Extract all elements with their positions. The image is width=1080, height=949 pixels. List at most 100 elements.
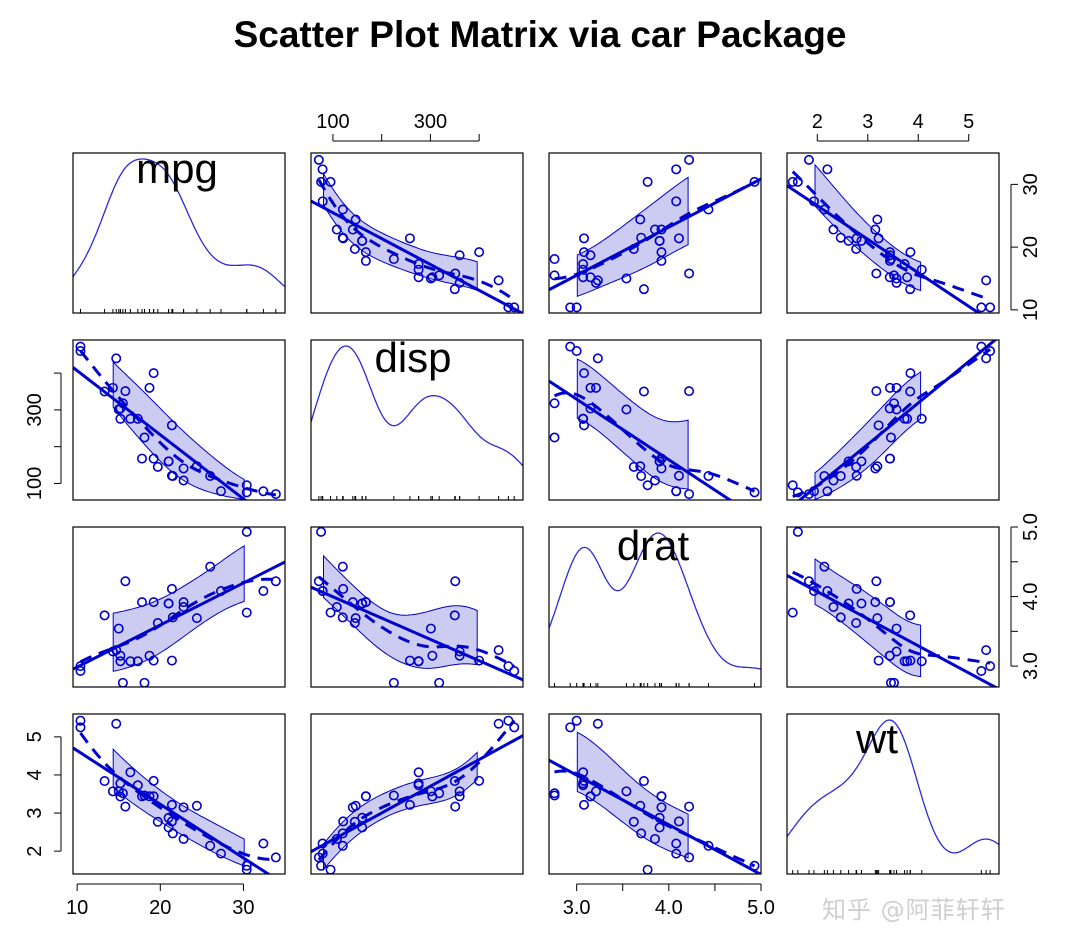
data-point xyxy=(113,786,124,797)
diagonal-label-disp: disp xyxy=(374,334,451,381)
data-point xyxy=(270,852,281,863)
data-point xyxy=(905,386,916,397)
data-point xyxy=(111,353,122,364)
panel-mpg-vs-drat xyxy=(549,154,761,313)
data-point xyxy=(144,382,155,393)
data-point xyxy=(621,404,632,415)
spread-band xyxy=(112,545,245,672)
data-point xyxy=(628,816,639,827)
data-point xyxy=(578,413,589,424)
data-point xyxy=(113,623,124,634)
data-point xyxy=(120,801,131,812)
data-point xyxy=(621,273,632,284)
data-point xyxy=(636,471,647,482)
mpg-tick-label: 20 xyxy=(1020,236,1042,258)
data-point xyxy=(338,583,349,594)
data-point xyxy=(205,561,216,572)
data-point xyxy=(656,463,667,474)
data-point xyxy=(178,802,189,813)
data-point xyxy=(642,480,653,491)
data-point xyxy=(891,404,902,415)
diagonal-label-drat: drat xyxy=(617,522,690,569)
data-point xyxy=(671,486,682,497)
panel-frame xyxy=(786,713,1000,875)
data-point xyxy=(585,403,596,414)
smoother-line xyxy=(79,349,277,497)
data-point xyxy=(592,718,603,729)
smoother-line xyxy=(791,170,991,302)
data-point xyxy=(75,346,86,357)
data-point xyxy=(885,677,896,687)
panel-wt-vs-wt xyxy=(787,719,999,874)
panel-frame xyxy=(72,152,286,314)
data-point xyxy=(549,254,560,265)
data-point xyxy=(454,786,465,797)
panel-disp-vs-disp xyxy=(311,345,523,500)
data-point xyxy=(388,677,399,687)
data-point xyxy=(360,597,371,608)
panel-frame xyxy=(786,339,1000,501)
mpg-tick-label: 10 xyxy=(66,897,88,919)
panel-frame xyxy=(72,526,286,688)
data-point xyxy=(107,786,118,797)
data-point xyxy=(509,722,520,733)
data-point xyxy=(549,270,560,281)
data-point xyxy=(585,272,596,283)
data-point xyxy=(152,816,163,827)
panel-frame xyxy=(786,152,1000,314)
data-point xyxy=(905,247,916,258)
data-point xyxy=(985,661,996,672)
data-point xyxy=(851,583,862,594)
drat-tick-label: 4.0 xyxy=(655,897,683,919)
smoother-line xyxy=(554,769,756,868)
data-point xyxy=(638,284,649,295)
data-point xyxy=(137,597,148,608)
data-point xyxy=(166,799,177,810)
wt-tick-label: 3 xyxy=(24,807,46,818)
panel-frame xyxy=(310,526,524,688)
data-point xyxy=(425,623,436,634)
data-point xyxy=(828,224,839,235)
data-point xyxy=(905,368,916,379)
data-point xyxy=(565,302,576,313)
panel-disp-vs-wt xyxy=(787,340,998,500)
data-point xyxy=(360,791,371,802)
smoother-line xyxy=(554,181,756,281)
data-point xyxy=(571,346,582,357)
linear-fit-line xyxy=(787,184,982,313)
data-point xyxy=(337,561,348,572)
data-point xyxy=(450,576,461,587)
data-point xyxy=(673,470,684,481)
data-point xyxy=(873,233,884,244)
data-point xyxy=(148,597,159,608)
data-point xyxy=(163,598,174,609)
data-point xyxy=(75,715,86,726)
data-point xyxy=(166,816,177,827)
density-curve-disp xyxy=(311,345,523,467)
data-point xyxy=(565,722,576,733)
data-point xyxy=(671,196,682,207)
data-point xyxy=(99,610,110,621)
data-point xyxy=(671,838,682,849)
mpg-tick-label: 10 xyxy=(1020,299,1042,321)
data-point xyxy=(591,277,602,288)
data-point xyxy=(638,776,649,787)
panel-frame xyxy=(310,339,524,501)
data-point xyxy=(985,302,996,313)
data-point xyxy=(413,272,424,283)
data-point xyxy=(703,470,714,481)
data-point xyxy=(349,617,360,628)
wt-tick-label: 2 xyxy=(812,111,823,133)
data-point xyxy=(578,259,589,270)
data-point xyxy=(474,775,485,786)
data-point xyxy=(905,284,916,295)
data-point xyxy=(99,386,110,397)
spread-band xyxy=(814,163,922,292)
data-point xyxy=(976,665,987,676)
data-point xyxy=(649,475,660,486)
data-point xyxy=(148,775,159,786)
data-point xyxy=(851,244,862,255)
data-point xyxy=(115,413,126,424)
data-point xyxy=(819,561,830,572)
data-point xyxy=(835,232,846,243)
